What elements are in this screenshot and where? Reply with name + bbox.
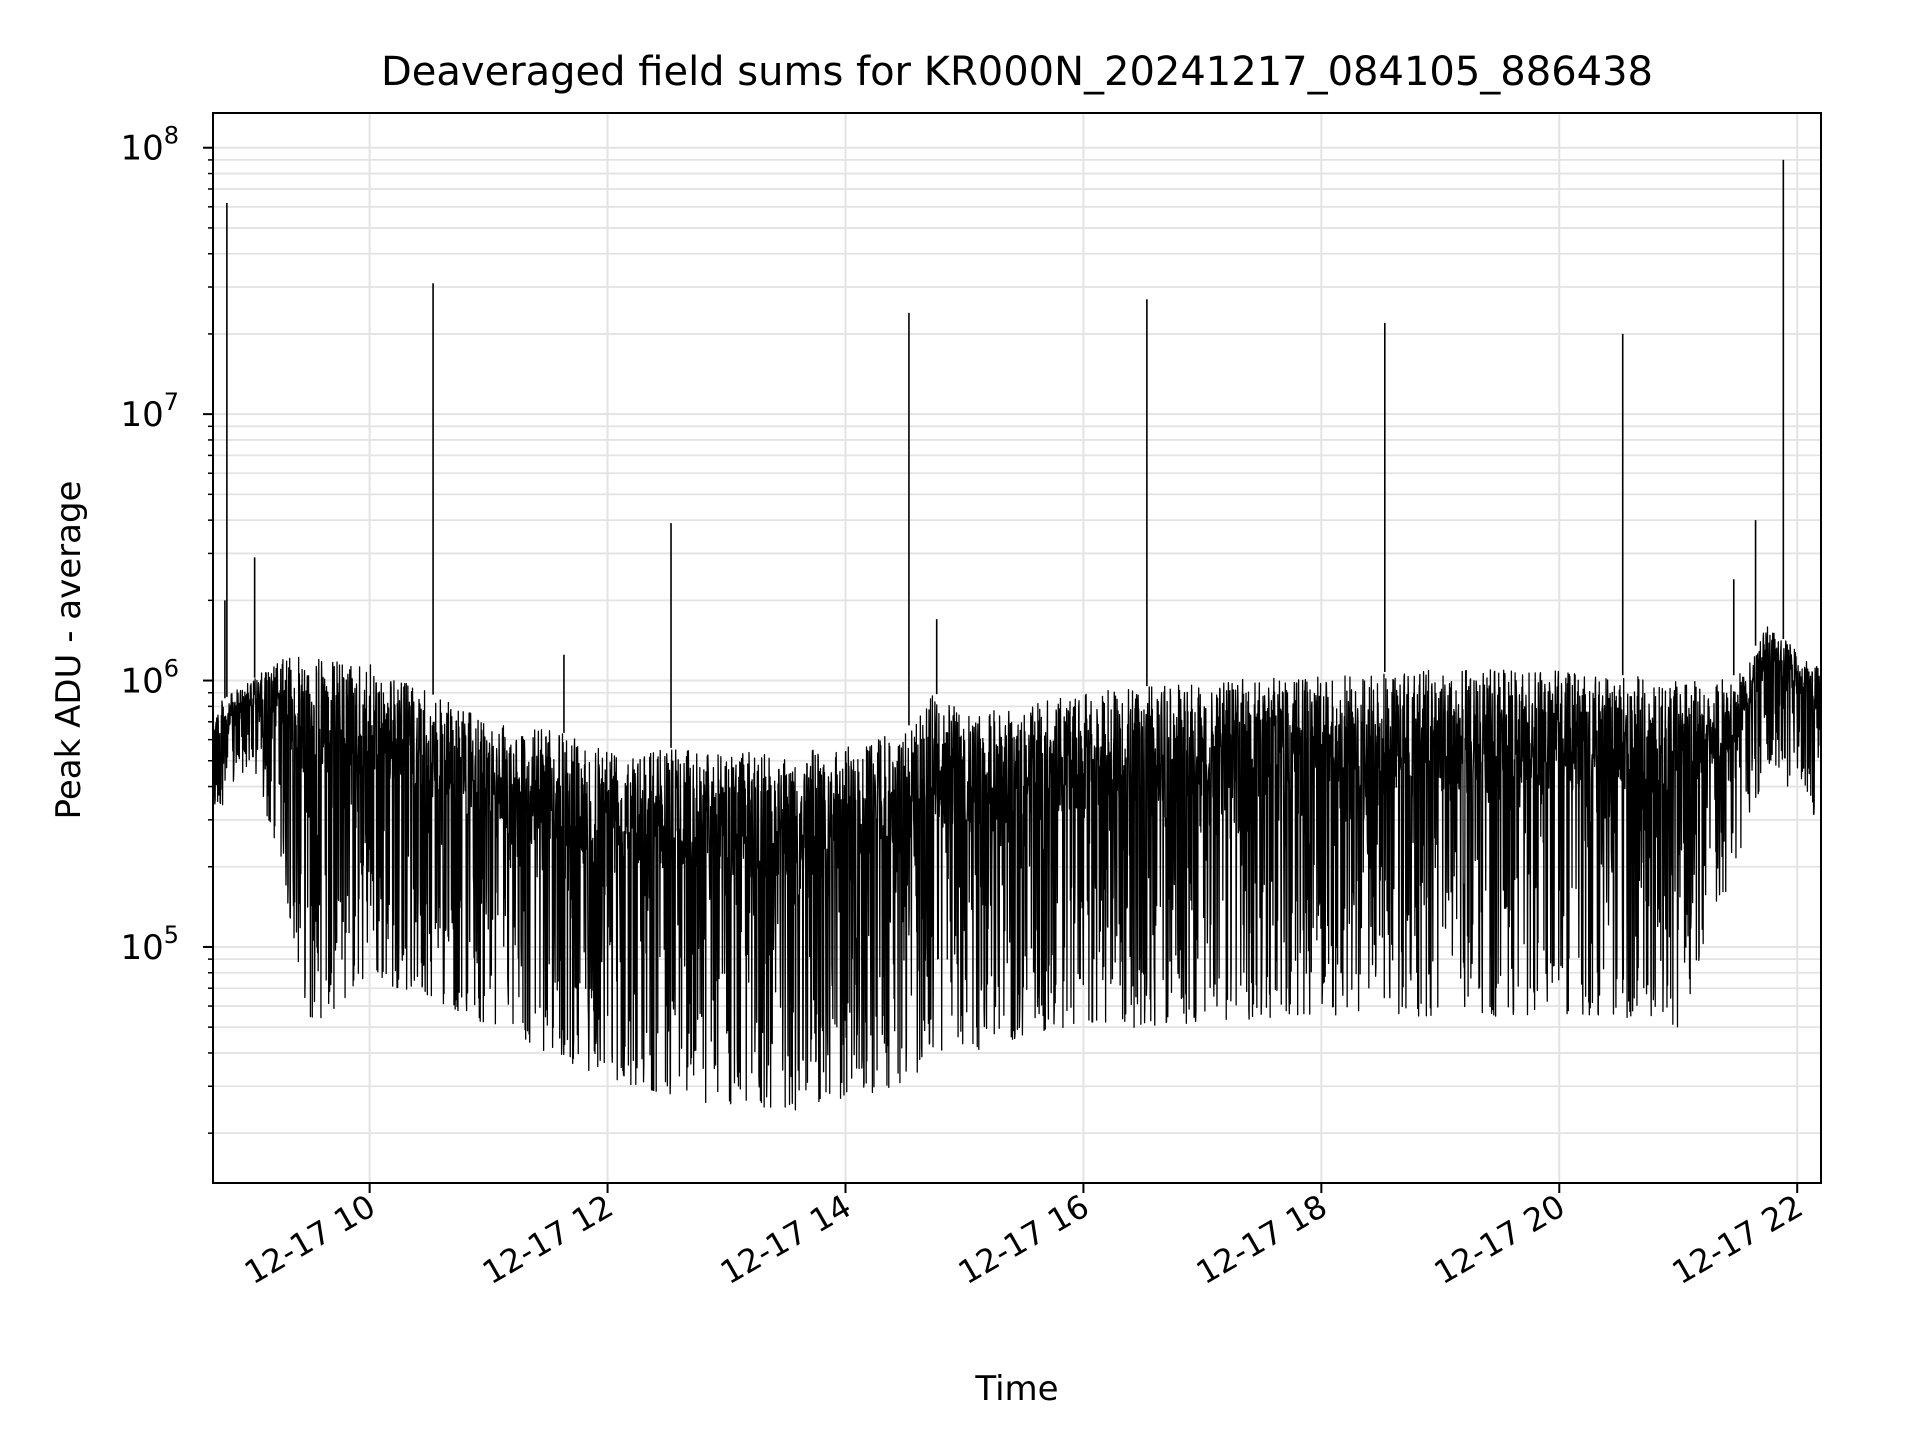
y-tick-base: 10 (120, 395, 163, 435)
x-axis-label: Time (974, 1369, 1058, 1409)
y-tick-base: 10 (120, 129, 163, 169)
data-layer (212, 159, 1822, 1111)
y-tick-base: 10 (120, 662, 163, 702)
y-tick-exponent: 5 (164, 921, 179, 949)
chart-title: Deaveraged field sums for KR000N_2024121… (381, 49, 1653, 95)
series-line (212, 626, 1822, 1111)
y-tick-base: 10 (120, 928, 163, 968)
y-tick-exponent: 7 (164, 388, 179, 416)
y-tick-exponent: 6 (164, 655, 179, 683)
y-tick-label: 107 (120, 388, 179, 435)
y-tick-label: 106 (120, 655, 179, 702)
y-tick-label: 105 (120, 921, 179, 968)
y-tick-exponent: 8 (164, 122, 179, 150)
y-axis-label: Peak ADU - average (49, 481, 89, 820)
y-tick-label: 108 (120, 122, 179, 169)
plot-area-frame (212, 112, 1822, 1184)
